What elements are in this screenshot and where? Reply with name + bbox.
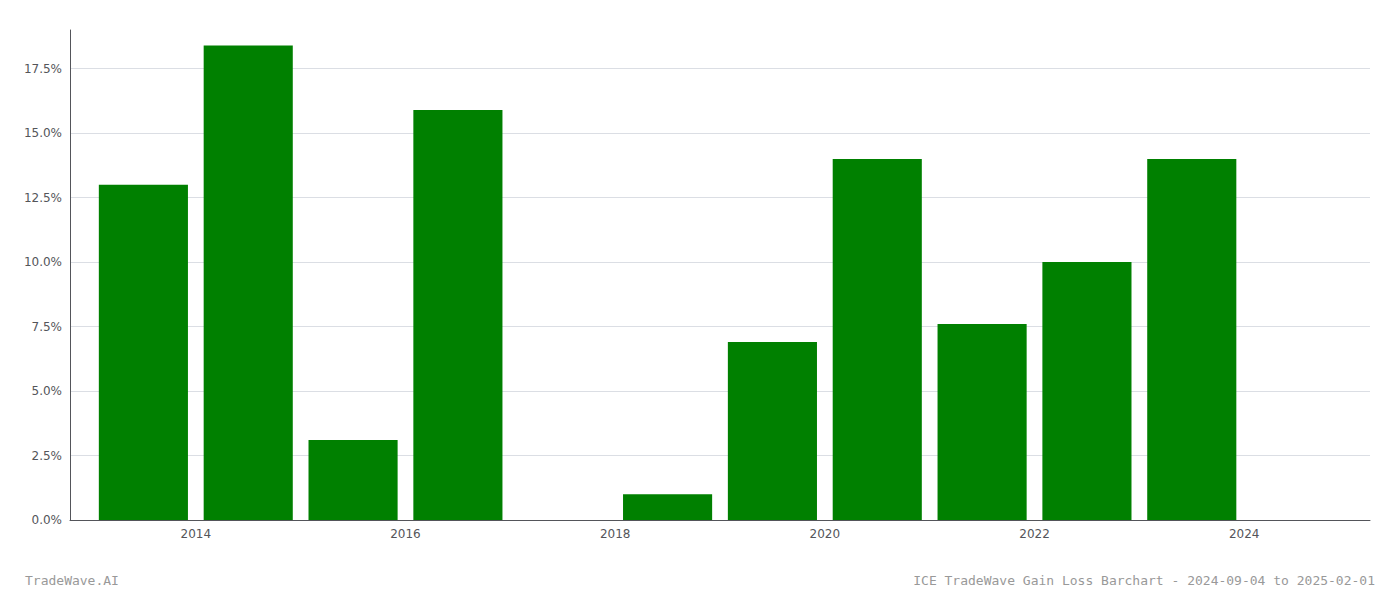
svg-text:17.5%: 17.5% [24, 62, 62, 76]
svg-text:0.0%: 0.0% [32, 513, 63, 527]
svg-text:15.0%: 15.0% [24, 126, 62, 140]
svg-text:2018: 2018 [600, 527, 631, 541]
svg-text:ICE TradeWave Gain Loss Barcha: ICE TradeWave Gain Loss Barchart - 2024-… [913, 573, 1375, 588]
svg-text:TradeWave.AI: TradeWave.AI [25, 573, 119, 588]
svg-text:5.0%: 5.0% [32, 384, 63, 398]
svg-text:2014: 2014 [181, 527, 212, 541]
svg-text:12.5%: 12.5% [24, 191, 62, 205]
svg-text:2.5%: 2.5% [32, 449, 63, 463]
svg-text:10.0%: 10.0% [24, 255, 62, 269]
svg-text:2020: 2020 [810, 527, 841, 541]
svg-text:2022: 2022 [1019, 527, 1050, 541]
svg-text:7.5%: 7.5% [32, 320, 63, 334]
svg-text:2024: 2024 [1229, 527, 1260, 541]
svg-text:2016: 2016 [390, 527, 421, 541]
